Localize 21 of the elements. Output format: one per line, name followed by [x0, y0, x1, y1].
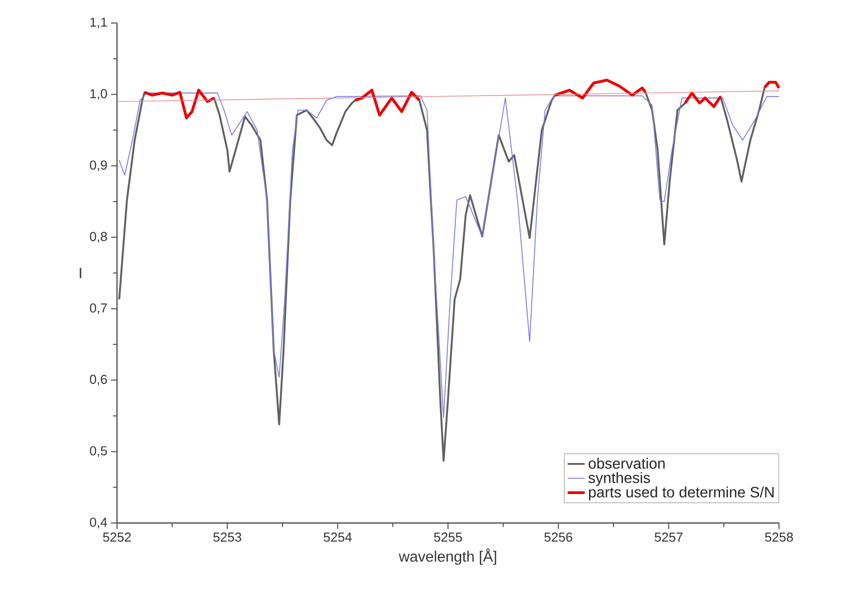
x-tick-label: 5256	[544, 532, 572, 542]
y-tick-label: 1,1	[90, 18, 107, 28]
x-tick-label: 5252	[103, 532, 131, 542]
y-tick-label: 0,4	[90, 518, 108, 528]
x-tick-label: 5254	[324, 532, 352, 542]
legend-label: parts used to determine S/N	[589, 486, 774, 500]
y-tick-label: 0,5	[90, 446, 107, 457]
x-tick-label: 5257	[654, 532, 682, 542]
x-tick-label: 5255	[434, 532, 462, 542]
x-axis-title: wavelength [Å]	[398, 548, 496, 565]
y-tick-label: 1,0	[90, 89, 107, 100]
y-tick-label: 0,8	[90, 232, 107, 243]
y-tick-label: 0,6	[90, 374, 107, 386]
y-tick-label: 0,7	[90, 303, 107, 314]
y-tick-label: 0,9	[90, 160, 107, 172]
line-series	[118, 92, 780, 418]
x-tick-label: 5258	[765, 532, 793, 542]
y-axis-title: I	[80, 268, 82, 278]
legend-label: observation	[588, 458, 665, 469]
legend-label: synthesis	[588, 472, 650, 486]
x-tick-label: 5253	[213, 532, 242, 542]
